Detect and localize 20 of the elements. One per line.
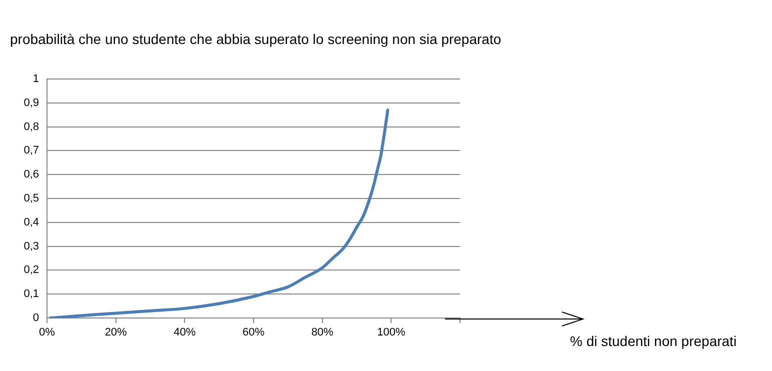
x-tick-label: 80% [311, 326, 334, 339]
y-tick-label: 0 [32, 312, 39, 324]
y-tick-label: 0,3 [24, 240, 39, 252]
y-tick-label: 0,8 [24, 120, 39, 133]
x-tick-label: 100% [377, 326, 406, 339]
y-tick-label: 0,1 [24, 288, 39, 300]
y-tick-label: 1 [32, 73, 39, 86]
y-tick-label: 0,4 [24, 216, 39, 228]
y-tick-label: 0,2 [24, 264, 39, 276]
y-tick-label: 0,9 [24, 96, 39, 109]
y-tick-label: 0,7 [24, 144, 39, 157]
x-tick-label: 20% [104, 326, 128, 339]
x-tick-label: 0% [39, 326, 56, 339]
chart-title: probabilità che uno studente che abbia superato lo screening non sia preparato [10, 31, 502, 47]
x-tick-label: 40% [174, 326, 196, 339]
y-tick-label: 0,5 [24, 192, 39, 205]
text: % di studenti non preparati [570, 333, 737, 349]
x-tick-label: 60% [242, 326, 265, 339]
line-series [48, 108, 390, 318]
y-tick-label: 0,6 [24, 168, 39, 181]
